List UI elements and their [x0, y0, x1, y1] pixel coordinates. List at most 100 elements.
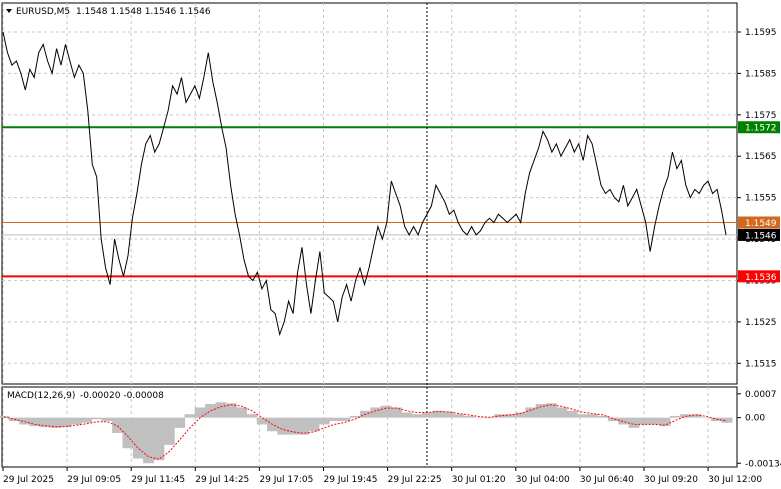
- macd-bar: [690, 414, 702, 418]
- macd-bar: [81, 417, 93, 423]
- macd-bar: [339, 417, 351, 422]
- current-tag-label: 1.1546: [745, 231, 777, 241]
- macd-bar: [463, 415, 475, 418]
- symbol-label: EURUSD,M5: [16, 7, 70, 17]
- macd-signal-line: [3, 404, 728, 460]
- x-tick-label: 30 Jul 09:20: [644, 475, 698, 485]
- macd-bar: [504, 414, 516, 418]
- level-lines[interactable]: [2, 126, 737, 278]
- macd-bar: [556, 407, 568, 418]
- x-tick-label: 30 Jul 01:20: [452, 475, 506, 485]
- macd-bar: [669, 415, 681, 418]
- macd-bar: [215, 402, 227, 418]
- macd-bar: [638, 417, 650, 425]
- macd-bar: [597, 415, 609, 418]
- macd-bar: [473, 417, 485, 419]
- macd-label: MACD(12,26,9): [7, 391, 75, 401]
- macd-bar: [308, 417, 320, 432]
- x-tick-label: 29 Jul 14:25: [195, 475, 249, 485]
- macd-tick-label: 0.0007: [745, 390, 777, 400]
- x-tick-label: 30 Jul 04:00: [516, 475, 570, 485]
- macd-bar: [29, 417, 41, 427]
- level-tag-bg: [738, 216, 780, 229]
- macd-bar: [184, 414, 196, 418]
- price-tags: 1.1572 1.1549 1.1536 1.1546: [738, 121, 780, 283]
- x-tick-label: 29 Jul 2025: [3, 475, 54, 485]
- ohlc-values: 1.1548 1.1548 1.1546 1.1546: [76, 7, 211, 17]
- macd-bar: [122, 417, 134, 449]
- macd-bar: [236, 407, 248, 418]
- macd-bar: [525, 407, 537, 418]
- macd-bar: [452, 414, 464, 418]
- macd-bar: [370, 407, 382, 418]
- macd-bar: [391, 407, 402, 418]
- macd-bar: [287, 417, 299, 435]
- macd-bar: [411, 414, 423, 418]
- current-tag-bg: [738, 228, 780, 241]
- y-tick-label: 1.1565: [745, 152, 777, 162]
- price-axis: 1.15951.15851.15751.15651.15551.15451.15…: [737, 28, 777, 369]
- macd-bar: [60, 417, 72, 428]
- x-tick-label: 29 Jul 09:05: [67, 475, 121, 485]
- macd-bar: [514, 412, 526, 418]
- macd-bar: [380, 405, 392, 418]
- x-tick-label: 29 Jul 19:45: [324, 475, 378, 485]
- price-line: [2, 31, 727, 337]
- y-tick-label: 1.1575: [745, 111, 777, 121]
- macd-bar: [700, 417, 712, 419]
- macd-bar: [329, 417, 340, 422]
- dropdown-triangle-icon[interactable]: [6, 9, 12, 13]
- macd-bar: [318, 417, 330, 425]
- macd-bar: [91, 417, 103, 420]
- macd-bar: [70, 417, 82, 425]
- y-tick-label: 1.1595: [745, 28, 777, 38]
- macd-bar: [432, 410, 444, 418]
- macd-bar: [19, 417, 31, 425]
- macd-bar: [587, 414, 599, 418]
- macd-values: -0.00020 -0.00008: [80, 391, 164, 401]
- price-pane[interactable]: [1, 2, 738, 385]
- macd-bar: [277, 417, 289, 435]
- macd-bar: [607, 417, 619, 422]
- level-tag-label: 1.1536: [745, 273, 777, 283]
- macd-bar: [721, 417, 733, 423]
- x-tick-label: 29 Jul 22:25: [388, 475, 442, 485]
- macd-bar: [649, 417, 661, 425]
- macd-bar: [194, 407, 206, 418]
- macd-bar: [422, 412, 433, 418]
- macd-bar: [442, 411, 454, 418]
- x-tick-label: 30 Jul 12:00: [708, 475, 762, 485]
- macd-bar: [132, 417, 144, 459]
- y-tick-label: 1.1555: [745, 194, 777, 204]
- macd-bar: [174, 417, 186, 428]
- macd-bar: [618, 417, 630, 425]
- macd-bar: [50, 417, 62, 428]
- macd-bar: [566, 410, 578, 418]
- macd-bar: [205, 404, 217, 418]
- grid: [2, 3, 737, 467]
- macd-bar: [349, 415, 361, 418]
- macd-bar: [483, 417, 495, 419]
- macd-bar: [256, 417, 268, 425]
- y-tick-label: 1.1515: [745, 359, 777, 369]
- level-tag-label: 1.1549: [745, 219, 777, 229]
- macd-bar: [225, 403, 237, 418]
- x-tick-label: 29 Jul 17:05: [259, 475, 313, 485]
- macd-bar: [112, 417, 124, 433]
- x-tick-label: 30 Jul 06:40: [580, 475, 634, 485]
- macd-bar: [545, 403, 557, 418]
- y-tick-label: 1.1585: [745, 69, 777, 79]
- macd-bar: [659, 417, 671, 427]
- macd-bar: [298, 417, 309, 435]
- level-tag-bg: [738, 270, 780, 283]
- macd-tick-label: -0.00134: [745, 459, 781, 469]
- level-tag-label: 1.1572: [745, 124, 777, 134]
- macd-bar: [143, 417, 155, 464]
- macd-bar: [401, 412, 413, 418]
- time-axis: 29 Jul 2025 29 Jul 09:05 29 Jul 11:45 29 Ju…: [2, 467, 762, 485]
- macd-bar: [163, 417, 175, 445]
- x-tick-label: 29 Jul 11:45: [131, 475, 185, 485]
- macd-bar: [39, 417, 51, 428]
